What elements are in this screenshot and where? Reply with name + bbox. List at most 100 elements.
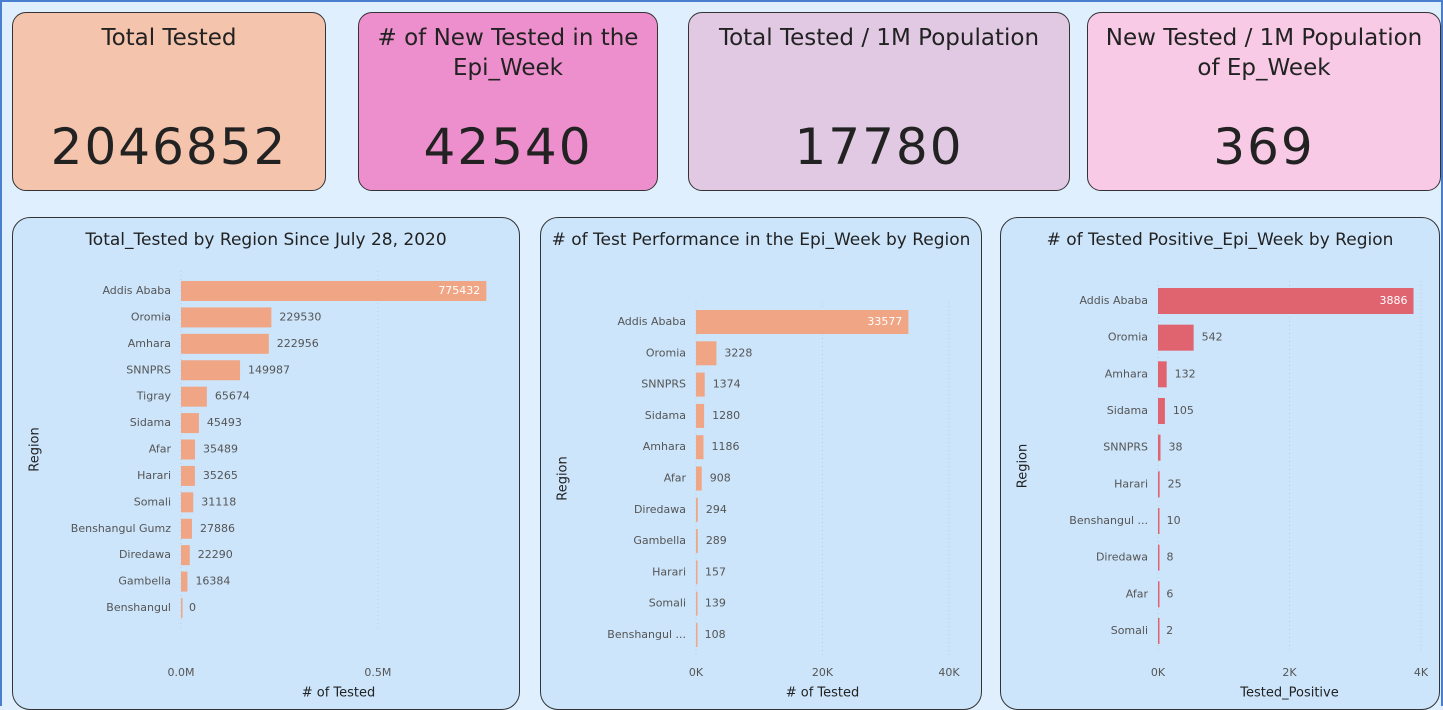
bar (1158, 288, 1414, 314)
data-label: 108 (705, 628, 726, 641)
data-label: 35489 (203, 443, 238, 456)
data-label: 35265 (203, 469, 238, 482)
data-label: 229530 (279, 310, 321, 323)
kpi-title: Total Tested / 1M Population (718, 25, 1040, 51)
y-tick-label: Harari (137, 469, 171, 482)
data-label: 1280 (712, 409, 740, 422)
y-axis-title: Region (556, 456, 571, 501)
bar (696, 466, 702, 491)
y-tick-label: Addis Ababa (617, 315, 686, 328)
data-label: 25 (1168, 477, 1182, 490)
kpi-card: New Tested / 1M Population of Ep_Week 369 (1087, 12, 1441, 191)
bar (181, 360, 241, 381)
y-tick-label: SNNPRS (641, 378, 686, 391)
data-label: 222956 (277, 337, 319, 350)
bar (696, 372, 705, 397)
x-tick-label: 0.0M (168, 666, 195, 679)
data-label: 1186 (712, 440, 740, 453)
bar (696, 623, 698, 647)
bar (181, 413, 199, 434)
chart-panel: 0.0M 0.5M # of Tested Region Addis Ababa 7754… (12, 217, 520, 710)
data-label: 294 (706, 503, 727, 516)
chart-title: # of Tested Positive_Epi_Week by Region (1046, 230, 1394, 250)
bar (696, 529, 698, 554)
y-tick-label: Addis Ababa (1079, 294, 1148, 307)
kpi-value: 17780 (794, 118, 964, 176)
y-tick-label: Tigray (136, 390, 172, 403)
y-tick-label: Sidama (130, 416, 171, 429)
bar (696, 310, 909, 334)
data-label: 157 (705, 565, 726, 578)
kpi-card: Total Tested 2046852 (12, 12, 326, 191)
data-label: 132 (1175, 367, 1196, 380)
data-label: 289 (706, 534, 727, 547)
bar (696, 591, 698, 616)
x-tick-label: 2K (1282, 666, 1297, 679)
y-tick-label: Oromia (1108, 331, 1148, 344)
x-tick-label: 0.5M (364, 666, 391, 679)
x-tick-label: 0K (1151, 666, 1166, 679)
bar (181, 439, 195, 460)
y-tick-label: Somali (134, 495, 171, 508)
y-tick-label: Oromia (646, 346, 686, 359)
bar (181, 307, 272, 328)
y-tick-label: Benshangul ... (1069, 514, 1148, 527)
data-label: 149987 (248, 363, 290, 376)
y-tick-label: Amhara (643, 440, 686, 453)
bar (696, 497, 698, 522)
data-label: 10 (1167, 514, 1181, 527)
y-axis-title: Region (28, 427, 43, 472)
y-axis-title: Region (1016, 444, 1031, 489)
y-tick-label: Gambella (633, 534, 686, 547)
chart-title: Total_Tested by Region Since July 28, 20… (85, 230, 447, 250)
kpi-card: # of New Tested in the Epi_Week 42540 (358, 12, 658, 191)
bar (1158, 618, 1160, 644)
bar (696, 341, 717, 366)
y-tick-label: Amhara (1105, 367, 1148, 380)
bar (181, 465, 195, 486)
x-axis-title: # of Tested (302, 686, 376, 701)
bar (1158, 398, 1165, 424)
y-tick-label: Diredawa (634, 503, 686, 516)
kpi-title: Total Tested (101, 25, 237, 51)
kpi-title: # of New Tested in the Epi_Week (377, 25, 639, 81)
y-tick-label: Sidama (645, 409, 686, 422)
bar (696, 403, 705, 428)
x-axis-title: Tested_Positive (1239, 686, 1338, 701)
chart-title: # of Test Performance in the Epi_Week by… (551, 230, 971, 250)
bar (1158, 508, 1160, 534)
chart-panel: 0K 2K 4K Tested_Positive Region Addis Ababa 38… (1000, 217, 1440, 710)
kpi-value: 42540 (423, 118, 593, 176)
bar (181, 281, 487, 301)
y-tick-label: Afar (1126, 587, 1149, 600)
data-label: 38 (1168, 441, 1182, 454)
bar (181, 545, 190, 566)
y-tick-label: Harari (652, 565, 686, 578)
y-tick-label: Diredawa (119, 548, 171, 561)
bar (1158, 361, 1167, 388)
data-label: 2 (1166, 624, 1173, 637)
bar (181, 386, 207, 407)
data-label: 105 (1173, 404, 1194, 417)
data-label: 6 (1166, 587, 1173, 600)
chart: 0K 20K 40K # of Tested Region Addis Ababa 3357… (556, 302, 960, 701)
chart: 0.0M 0.5M # of Tested Region Addis Ababa 7754… (28, 271, 487, 701)
data-label: 542 (1202, 331, 1223, 344)
x-tick-label: 0K (689, 666, 704, 679)
y-tick-label: Benshangul (106, 601, 171, 614)
bar (181, 571, 188, 592)
y-tick-label: Diredawa (1096, 551, 1148, 564)
y-tick-label: Afar (664, 472, 687, 485)
bar (696, 560, 698, 585)
bar (696, 435, 704, 460)
kpi-value: 2046852 (50, 118, 288, 176)
y-tick-label: Afar (149, 443, 172, 456)
data-label: 8 (1167, 551, 1174, 564)
bar (1158, 544, 1160, 571)
chart: 0K 2K 4K Tested_Positive Region Addis Ababa 38… (1016, 281, 1429, 701)
data-label: 3886 (1380, 294, 1408, 307)
x-tick-label: 40K (938, 666, 960, 679)
bar (1158, 581, 1160, 608)
